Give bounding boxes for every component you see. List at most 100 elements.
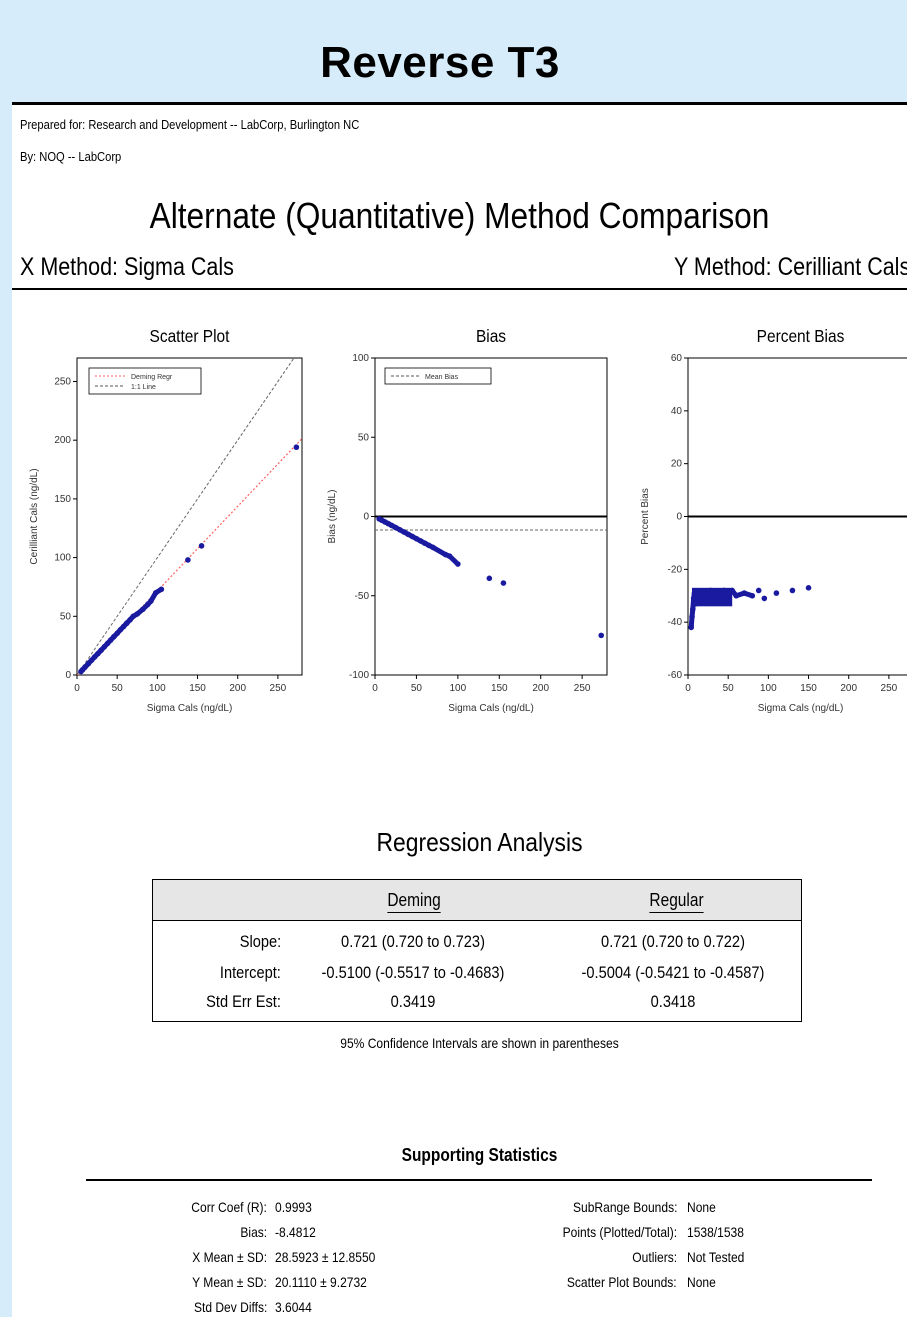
- data-point: [500, 580, 507, 586]
- data-point: [690, 606, 696, 612]
- data-point: [185, 557, 191, 563]
- x-axis-label: Sigma Cals (ng/dL): [147, 703, 233, 714]
- data-point: [401, 529, 407, 535]
- regression-table: Deming Regular Slope: 0.721 (0.720 to 0.7…: [152, 879, 802, 1022]
- x-method-label: X Method: Sigma Cals: [20, 253, 234, 281]
- data-point: [773, 590, 780, 596]
- data-point: [397, 527, 403, 533]
- regression-deming-value: -0.5100 (-0.5517 to -0.4683): [321, 963, 505, 982]
- data-point: [426, 542, 432, 549]
- supporting-title: Supporting Statistics: [401, 1145, 558, 1165]
- legend-identity-label: 1:1 Line: [131, 384, 156, 391]
- stat-value: 1538/1538: [687, 1224, 744, 1240]
- data-point: [721, 587, 727, 594]
- x-tick-label: 250: [881, 683, 898, 694]
- regression-row-label: Std Err Est:: [206, 992, 281, 1011]
- y-tick-label: 0: [676, 512, 682, 523]
- x-tick-label: 250: [270, 683, 287, 694]
- data-point: [710, 595, 717, 602]
- x-tick-label: 50: [411, 683, 423, 694]
- identity-line: [77, 358, 295, 675]
- plot-area: [688, 515, 907, 631]
- legend-deming-label: Deming Regr: [131, 374, 173, 381]
- y-tick-label: 0: [65, 670, 71, 681]
- y-tick-label: -50: [355, 591, 370, 602]
- x-tick-label: 200: [229, 683, 246, 694]
- stat-value: None: [687, 1274, 716, 1290]
- data-point: [430, 544, 436, 551]
- data-point: [761, 595, 768, 602]
- col-regular-header: Regular: [649, 890, 704, 913]
- regression-deming-value: 0.3419: [390, 992, 436, 1011]
- chart-1: Scatter Plot 0 50 100 150 200 250 0 50 100 150 200 2…: [29, 326, 303, 714]
- regression-regular-value: 0.3418: [650, 992, 696, 1011]
- report-page: Prepared for: Research and Development -…: [12, 102, 907, 1317]
- data-point: [717, 592, 723, 599]
- regression-row-label: Intercept:: [220, 963, 281, 982]
- plot-area: [375, 515, 607, 639]
- data-point: [688, 624, 695, 631]
- data-point: [486, 575, 493, 582]
- x-axis-label: Sigma Cals (ng/dL): [448, 703, 534, 714]
- y-axis-label: Percent Bias: [640, 488, 651, 545]
- regression-note: 95% Confidence Intervals are shown in pa…: [340, 1035, 619, 1051]
- data-point: [725, 590, 731, 596]
- stat-label: Bias:: [240, 1224, 267, 1240]
- x-tick-label: 150: [189, 683, 206, 694]
- x-tick-label: 200: [532, 683, 549, 694]
- stat-label: Y Mean ± SD:: [192, 1274, 267, 1290]
- x-tick-label: 150: [491, 683, 508, 694]
- data-point: [693, 600, 699, 607]
- data-point: [689, 614, 695, 620]
- data-point: [598, 632, 604, 639]
- y-axis-label: Bias (ng/dL): [327, 490, 338, 544]
- legend-box: [384, 367, 492, 385]
- data-point: [158, 586, 165, 593]
- y-tick-label: -60: [668, 670, 683, 681]
- data-point: [455, 561, 461, 567]
- data-point: [741, 590, 748, 596]
- data-point: [755, 587, 762, 594]
- data-point: [446, 553, 453, 559]
- regression-regular-value: 0.721 (0.720 to 0.722): [601, 932, 745, 951]
- y-tick-label: 50: [60, 611, 72, 622]
- report-title: Alternate (Quantitative) Method Comparis…: [149, 195, 770, 236]
- data-point: [805, 585, 812, 591]
- stat-value: 20.1110 ± 9.2732: [275, 1274, 367, 1290]
- stat-value: 3.6044: [275, 1299, 312, 1315]
- regression-row-label: Slope:: [239, 932, 281, 951]
- x-tick-label: 200: [840, 683, 857, 694]
- data-point: [388, 522, 395, 529]
- y-tick-label: -100: [349, 670, 369, 681]
- data-point: [134, 611, 141, 617]
- y-tick-label: 100: [54, 553, 71, 564]
- data-point: [421, 540, 428, 546]
- data-point: [699, 590, 706, 596]
- chart-3: Percent Bias 0 50 100 150 200 250 -60 -40 -20 0 20 4…: [640, 326, 907, 714]
- y-tick-label: 150: [54, 494, 71, 505]
- data-point: [405, 531, 411, 538]
- data-point: [697, 595, 703, 602]
- x-tick-label: 0: [685, 683, 691, 694]
- plot-frame: [76, 357, 303, 676]
- chart-title: Bias: [476, 326, 506, 346]
- data-point: [392, 524, 399, 531]
- data-point: [140, 606, 146, 613]
- x-tick-label: 150: [800, 683, 817, 694]
- y-tick-label: 250: [54, 376, 71, 387]
- col-deming-header: Deming: [387, 890, 441, 913]
- legend-mean-bias-label: Mean Bias: [425, 374, 459, 381]
- data-point: [690, 595, 697, 602]
- data-point: [707, 587, 714, 594]
- x-tick-label: 50: [112, 683, 124, 694]
- stat-label: X Mean ± SD:: [192, 1249, 267, 1265]
- data-point: [293, 444, 300, 451]
- chart-2: Bias 0 50 100 150 200 250 -100 -50 0 50 100 Sigma Ca…: [327, 326, 608, 714]
- stat-value: None: [687, 1199, 716, 1215]
- prepared-for-text: Prepared for: Research and Development -…: [20, 117, 360, 132]
- y-tick-label: 40: [671, 406, 683, 417]
- stat-label: SubRange Bounds:: [572, 1199, 677, 1215]
- y-tick-label: 200: [54, 435, 71, 446]
- x-axis-label: Sigma Cals (ng/dL): [758, 703, 844, 714]
